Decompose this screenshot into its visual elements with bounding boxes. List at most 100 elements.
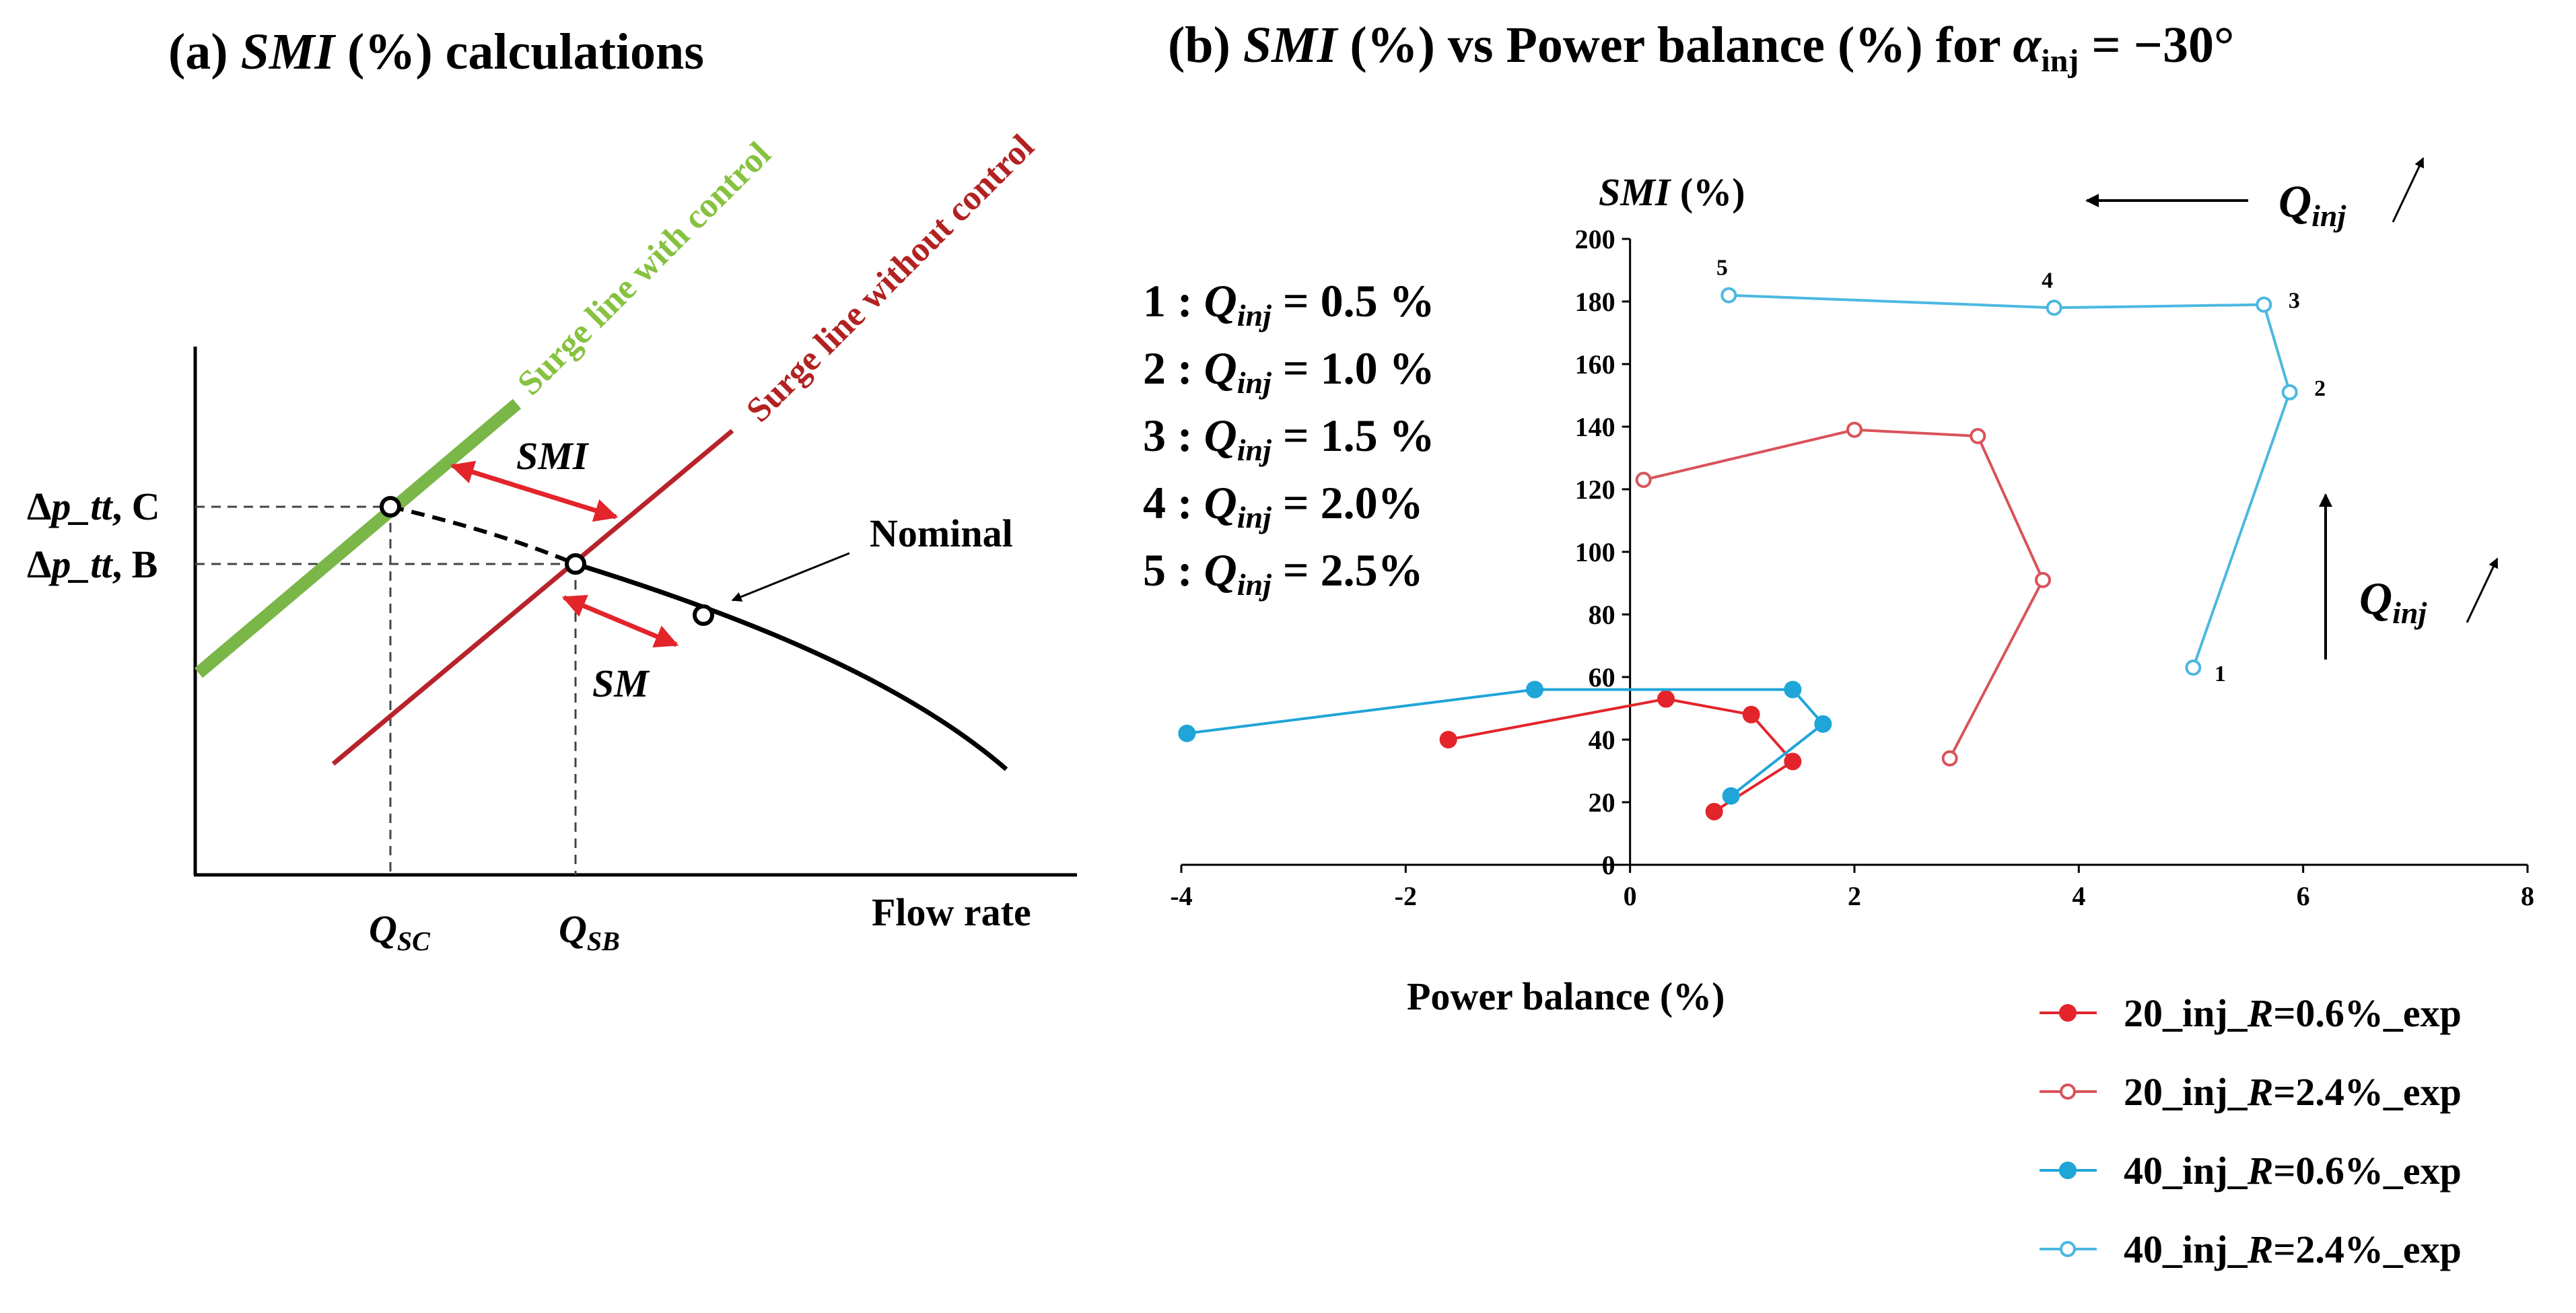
data-point [1846,421,1863,438]
nominal-label: Nominal [870,511,1013,555]
qinj-label-right: Qinj [2359,573,2427,630]
x-tick-label: 2 [1848,881,1861,911]
series-line [1643,428,2045,759]
data-point [1941,750,1958,767]
flow-rate-label: Flow rate [872,890,1031,934]
legend-marker [2059,1004,2077,1022]
legend-entry-3: 40_inj_R=0.6%_exp [2040,1149,2462,1193]
qsc-label: QSC [369,907,431,956]
dp-c-label: Δp_tt, C [27,485,160,528]
x-tick-label: 0 [1624,881,1637,911]
y-tick-label: 200 [1575,224,1615,254]
data-point [1178,724,1196,742]
data-point [1722,787,1740,805]
plot-series: 1 2 3 4 5 [1178,256,2326,820]
series-3 [1178,680,1832,805]
legend-label: 40_inj_R=0.6%_exp [2124,1149,2462,1193]
point-number-label: 1 [2215,662,2226,686]
sm-arrow [561,595,679,647]
y-tick-label: 20 [1589,787,1615,818]
legend-marker [2059,1162,2077,1179]
surge-line-with-control [194,398,522,678]
series-1 [1439,690,1802,820]
legend-label: 40_inj_R=2.4%_exp [2124,1228,2462,1271]
qinj-label-top: Qinj [2278,176,2346,233]
smi-label: SMI [516,434,590,478]
data-point [1814,715,1832,733]
y-tick-label: 40 [1589,725,1615,755]
data-point [1970,427,1986,444]
category-5: 5 : Qinj = 2.5% [1143,544,1424,602]
characteristic-dashed [390,505,577,566]
legend-label: 20_inj_R=0.6%_exp [2124,991,2462,1035]
increase-arrow-top [2392,157,2425,223]
point-number-label: 2 [2314,376,2326,401]
x-tick-label: 6 [2297,881,2310,911]
data-point [1657,690,1675,708]
point-b [565,553,586,575]
data-point [1526,680,1543,699]
surge-with-label: Surge line with control [510,135,778,402]
data-point [1742,705,1760,723]
data-point [2281,384,2298,400]
y-tick-label: 0 [1602,850,1615,880]
data-point [2185,660,2202,676]
characteristic-curve [574,561,1008,771]
data-point [2046,299,2062,316]
y-tick-label: 180 [1575,287,1615,317]
qsb-label: QSB [559,907,620,956]
data-point [1784,680,1802,699]
surge-line-without-control [331,429,734,766]
sm-label: SM [592,662,650,705]
y-tick-label: 120 [1575,474,1615,505]
legend-entry-4: 40_inj_R=2.4%_exp [2040,1228,2462,1271]
x-tick-label: 4 [2072,881,2085,911]
series-4 [1720,287,2298,676]
legend-entry-2: 20_inj_R=2.4%_exp [2040,1070,2462,1114]
panel-b-title: (b) SMI (%) vs Power balance (%) for αin… [1168,17,2234,79]
category-2: 2 : Qinj = 1.0 % [1143,343,1435,400]
y-tick-label: 160 [1575,349,1615,380]
dp-b-label: Δp_tt, B [27,542,158,586]
increase-arrow-right [2466,557,2499,623]
data-point [1439,731,1457,748]
legend-marker [2060,1084,2076,1100]
legend-marker [2060,1241,2076,1257]
category-3: 3 : Qinj = 1.5 % [1143,410,1435,467]
category-legend: 1 : Qinj = 0.5 % 2 : Qinj = 1.0 % 3 : Qi… [1143,275,1435,602]
series-line [1448,697,1795,813]
x-axis-label: Power balance (%) [1407,974,1725,1018]
point-nominal [693,604,714,626]
smi-arrow [450,460,619,522]
point-number-label: 3 [2289,289,2300,314]
panel-a-title: (a) SMI (%) calculations [168,24,704,80]
data-point [2035,571,2051,588]
y-tick-label: 60 [1589,662,1615,693]
category-1: 1 : Qinj = 0.5 % [1143,275,1435,332]
panel-b: (b) SMI (%) vs Power balance (%) for αin… [1143,17,2534,1271]
legend-entry-1: 20_inj_R=0.6%_exp [2040,991,2462,1035]
data-point [1635,472,1652,489]
y-axis-label: SMI (%) [1599,170,1745,214]
data-point [1720,287,1737,304]
y-tick-label: 140 [1575,412,1615,442]
data-point [2256,296,2272,313]
y-tick-label: 100 [1575,537,1615,567]
point-c [380,496,401,518]
x-tick-label: 8 [2521,881,2534,911]
series-line [1729,293,2291,668]
point-number-label: 4 [2042,268,2053,293]
series-line [1187,688,1825,797]
surge-without-label: Surge line without control [739,127,1041,429]
y-tick-label: 80 [1589,600,1615,630]
nominal-arrow [731,552,850,602]
x-tick-label: -4 [1170,881,1192,911]
data-point [1705,802,1723,820]
point-number-label: 5 [1716,256,1728,281]
x-tick-label: -2 [1395,881,1417,911]
series-legend: 20_inj_R=0.6%_exp 20_inj_R=2.4%_exp 40_inj… [2040,991,2462,1271]
category-4: 4 : Qinj = 2.0% [1143,477,1424,534]
series-2 [1635,421,2051,767]
